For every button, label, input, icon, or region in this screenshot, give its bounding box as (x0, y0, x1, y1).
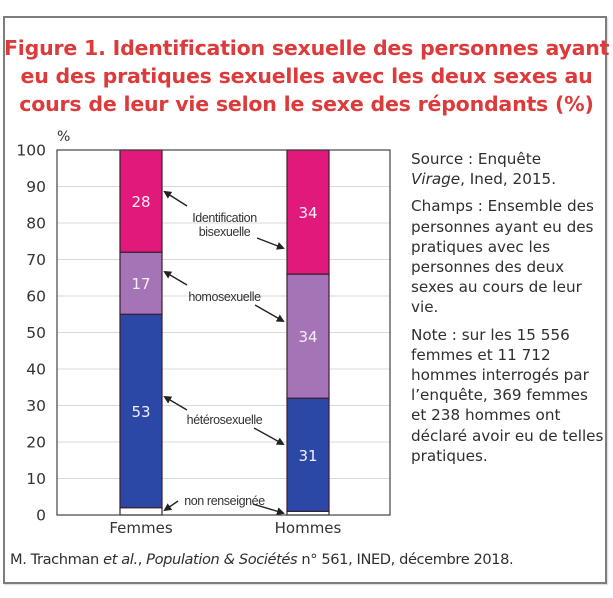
axes: 0 10 20 30 40 50 60 70 80 90 100% Femmes Hommes (16, 129, 391, 537)
segment-value-label: 34 (298, 204, 317, 222)
legend-annotation-homosexuelle: homosexuelle (188, 290, 261, 304)
bar-segment-heterosexuelle (286, 397, 330, 512)
title-line-2: eu des pratiques sexuelles avec les deux… (20, 64, 593, 88)
plot-area-border (56, 149, 391, 516)
y-tick-label: 60 (26, 288, 46, 306)
footer-rest: n° 561, INED, décembre 2018. (297, 551, 514, 568)
legend-annotation-bisexuelle: Identification (192, 211, 257, 225)
arrow-icon (163, 190, 188, 207)
bar-segment-bisexuelle (119, 149, 163, 253)
bars: 25317281313434 (119, 149, 330, 516)
y-tick-label: 20 (26, 434, 46, 452)
y-tick-label: 70 (26, 251, 46, 269)
segment-value-label: 31 (298, 447, 317, 465)
footer-sep: , (137, 551, 147, 568)
footer-journal: Population & Sociétés (146, 551, 298, 568)
bar-segment-non_renseignee (119, 507, 163, 516)
segment-value-label: 53 (131, 403, 150, 421)
arrow-icon (252, 503, 285, 516)
y-tick-label: 100 (16, 142, 46, 160)
gridlines (57, 186, 390, 479)
segment-value-label: 34 (298, 328, 317, 346)
figure-title: Figure 1. Identification sexuelle des pe… (4, 34, 609, 118)
x-category-label: Femmes (109, 519, 172, 537)
legend-annotation-bisexuelle: bisexuelle (199, 225, 251, 239)
bar-segment-bisexuelle (286, 149, 330, 275)
segment-value-label: 17 (131, 275, 150, 293)
footer-author: M. Trachman (10, 551, 104, 568)
arrow-icon (253, 427, 285, 445)
title-line-1: Figure 1. Identification sexuelle des pe… (4, 36, 610, 60)
champs-note: Champs : Ensemble des personnes ayant eu… (411, 197, 594, 317)
y-tick-label: 30 (26, 397, 46, 415)
arrow-icon (163, 395, 188, 411)
y-tick-label: 0 (36, 507, 46, 525)
arrow-icon (163, 500, 179, 512)
source-survey-name: Virage (411, 170, 461, 189)
citation-footer: M. Trachman et al., Population & Société… (10, 551, 610, 568)
y-tick-label: 90 (26, 178, 46, 196)
sample-note: Note : sur les 15 556 femmes et 11 712 h… (411, 325, 604, 465)
arrow-icon (256, 237, 285, 250)
y-axis-unit-label: % (57, 129, 70, 145)
arrow-icon (163, 270, 188, 286)
source-prefix: Source : Enquête (411, 150, 542, 168)
x-category-label: Hommes (275, 519, 342, 537)
segment-value-label: 28 (131, 193, 150, 211)
y-tick-label: 40 (26, 361, 46, 379)
source-suffix: , Ined, 2015. (460, 170, 557, 189)
legend-annotation-heterosexuelle: hétérosexuelle (187, 413, 263, 427)
title-line-3: cours de leur vie selon le sexe des répo… (19, 92, 594, 116)
arrow-icon (254, 304, 285, 322)
side-notes: Source : Enquête Virage, Ined, 2015. Cham… (411, 149, 606, 473)
y-tick-label: 10 (26, 470, 46, 488)
y-tick-label: 80 (26, 215, 46, 233)
y-tick-label: 50 (26, 324, 46, 342)
source-note: Source : Enquête Virage, Ined, 2015. (411, 149, 606, 189)
bar-segment-homosexuelle (119, 251, 163, 315)
bar-segment-heterosexuelle (119, 313, 163, 509)
footer-etal: et al. (103, 551, 138, 568)
legend-annotation-non_renseignee: non renseignée (184, 494, 265, 508)
